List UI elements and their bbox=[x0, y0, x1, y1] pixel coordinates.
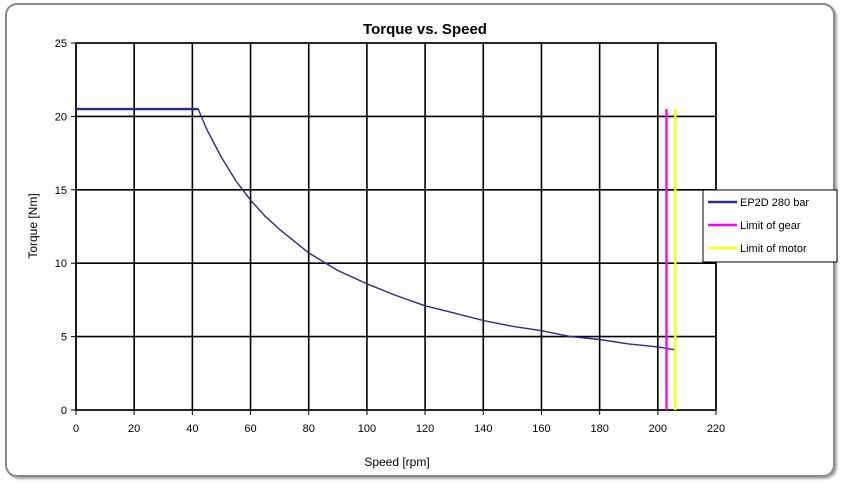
series-line-1 bbox=[76, 108, 676, 351]
plot-area bbox=[76, 43, 716, 410]
y-axis-label: Torque [Nm] bbox=[26, 193, 40, 258]
x-tick-label: 220 bbox=[707, 423, 725, 435]
x-tick-label: 0 bbox=[73, 423, 79, 435]
x-tick-label: 60 bbox=[244, 423, 256, 435]
chart-title: Torque vs. Speed bbox=[363, 21, 487, 38]
x-tick-label: 160 bbox=[532, 423, 550, 435]
x-tick-label: 140 bbox=[474, 423, 492, 435]
y-tick-label: 0 bbox=[61, 405, 67, 417]
x-axis-label: Speed [rpm] bbox=[364, 455, 429, 469]
legend-label-1: EP2D 280 bar bbox=[740, 197, 809, 209]
x-tick-label: 200 bbox=[649, 423, 667, 435]
y-tick-label: 20 bbox=[55, 111, 67, 123]
y-tick-label: 5 bbox=[61, 332, 67, 344]
y-tick-label: 15 bbox=[55, 185, 67, 197]
x-tick-label: 20 bbox=[128, 423, 140, 435]
x-tick-label: 40 bbox=[186, 423, 198, 435]
x-tick-label: 180 bbox=[590, 423, 608, 435]
legend-label-3: Limit of motor bbox=[740, 243, 807, 255]
x-tick-label: 80 bbox=[303, 423, 315, 435]
y-tick-label: 10 bbox=[55, 258, 67, 270]
x-tick-label: 100 bbox=[358, 423, 376, 435]
x-tick-label: 120 bbox=[416, 423, 434, 435]
legend-label-2: Limit of gear bbox=[740, 220, 801, 232]
y-tick-label: 25 bbox=[55, 38, 67, 50]
